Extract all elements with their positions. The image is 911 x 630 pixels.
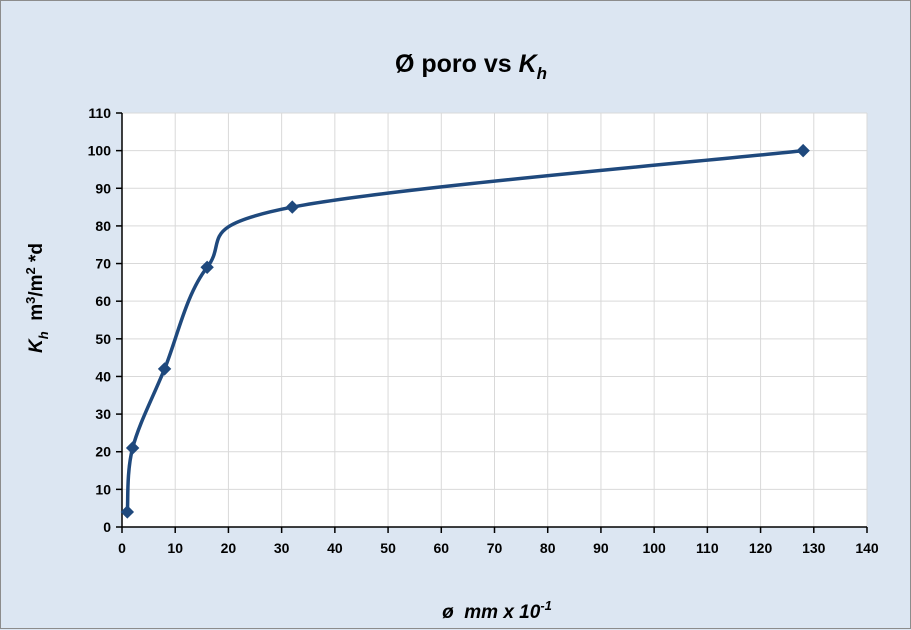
y-tick-label: 110	[88, 105, 111, 121]
x-tick-label: 40	[327, 540, 343, 556]
y-axis-title-unit-a: m	[26, 304, 47, 331]
y-tick-label: 70	[95, 256, 111, 272]
y-tick-label: 80	[95, 218, 111, 234]
chart-title-prefix: Ø poro vs	[395, 50, 519, 78]
x-tick-label: 0	[118, 540, 126, 556]
y-tick-label: 90	[95, 180, 111, 196]
x-tick-label: 10	[167, 540, 183, 556]
y-axis-title-unit-c: *d	[26, 243, 47, 267]
data-point-marker	[796, 143, 810, 158]
x-tick-label: 60	[433, 540, 449, 556]
data-point-marker	[120, 505, 135, 519]
data-point-marker	[157, 362, 172, 376]
y-axis-title: Kh m3/m2 *d	[23, 243, 51, 353]
x-tick-label: 90	[593, 540, 609, 556]
chart-title-var: K	[519, 50, 539, 78]
chart-title-sub: h	[537, 64, 547, 83]
data-point-marker	[125, 441, 140, 455]
y-tick-label: 30	[95, 406, 111, 422]
y-axis-title-var: K	[26, 338, 47, 353]
y-axis-title-sup1: 3	[23, 297, 38, 304]
x-tick-label: 100	[642, 540, 666, 556]
x-tick-label: 140	[855, 540, 879, 556]
x-axis-title-text: ø mm x 10	[442, 602, 541, 623]
y-tick-label: 40	[95, 368, 111, 384]
axis-layer	[116, 112, 868, 533]
y-axis-title-sup2: 2	[23, 267, 38, 274]
x-tick-label: 120	[749, 540, 773, 556]
y-axis-title-unit-b: /m	[26, 274, 47, 296]
series-layer	[120, 143, 810, 519]
y-tick-label: 0	[103, 519, 111, 535]
y-tick-label: 20	[95, 444, 111, 460]
x-axis-title: ø mm x 10-1	[442, 598, 552, 623]
tick-label-layer: 0 10 20 30 40 50 60 70 80 90 100 110 120 130 140 0 10 20 3…	[88, 105, 879, 556]
x-axis-title-sup: -1	[540, 598, 552, 613]
x-tick-label: 110	[696, 540, 719, 556]
series-line	[125, 148, 805, 514]
x-tick-label: 20	[221, 540, 237, 556]
x-tick-label: 70	[487, 540, 503, 556]
x-tick-label: 50	[380, 540, 396, 556]
y-tick-label: 10	[95, 481, 111, 497]
grid-layer	[122, 112, 868, 527]
y-tick-label: 100	[88, 143, 112, 159]
x-tick-label: 80	[540, 540, 556, 556]
y-tick-label: 50	[95, 331, 111, 347]
x-tick-label: 130	[802, 540, 826, 556]
chart-title: Ø poro vs Kh	[395, 50, 547, 83]
data-point-marker	[285, 200, 299, 214]
y-axis-title-sub: h	[36, 331, 51, 339]
x-tick-label: 30	[274, 540, 290, 556]
y-tick-label: 60	[95, 293, 111, 309]
data-point-marker	[200, 260, 214, 275]
